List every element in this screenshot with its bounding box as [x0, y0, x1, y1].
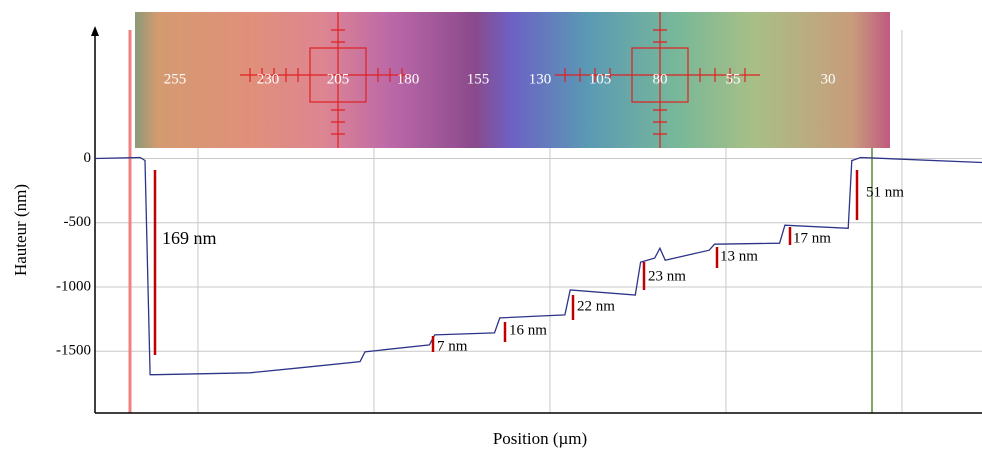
image-labels: 255 230 205 180 155 130 105 80 55 30 — [164, 71, 836, 87]
step-label: 169 nm — [162, 228, 217, 248]
step-label: 13 nm — [720, 248, 758, 264]
step-label: 16 nm — [509, 322, 547, 338]
x-axis-title: Position (µm) — [493, 429, 587, 448]
optical-image — [135, 12, 890, 148]
y-tick-label: -1500 — [56, 343, 91, 359]
image-label: 55 — [726, 71, 741, 87]
y-tick-label: 0 — [84, 150, 92, 166]
image-label: 205 — [327, 71, 350, 87]
step-label: 23 nm — [648, 268, 686, 284]
image-label: 255 — [164, 71, 187, 87]
image-label: 130 — [529, 71, 552, 87]
y-tick-label: -1000 — [56, 278, 91, 294]
y-axis-title: Hauteur (nm) — [11, 184, 30, 276]
image-label: 105 — [589, 71, 612, 87]
step-label: 51 nm — [866, 184, 904, 200]
step-label: 17 nm — [793, 230, 831, 246]
axis-arrow — [91, 26, 99, 36]
image-label: 30 — [821, 71, 836, 87]
y-tick-label: -500 — [64, 214, 92, 230]
profile-line — [94, 156, 982, 376]
image-label: 155 — [467, 71, 490, 87]
step-label: 22 nm — [577, 298, 615, 314]
step-label: 7 nm — [437, 338, 468, 354]
image-label: 230 — [257, 71, 280, 87]
image-label: 180 — [397, 71, 420, 87]
image-label: 80 — [653, 71, 668, 87]
plot: 169 nm 7 nm 16 nm 22 nm 23 nm 13 nm 17 nm 51 nm — [94, 156, 982, 376]
crosshair — [240, 12, 760, 148]
